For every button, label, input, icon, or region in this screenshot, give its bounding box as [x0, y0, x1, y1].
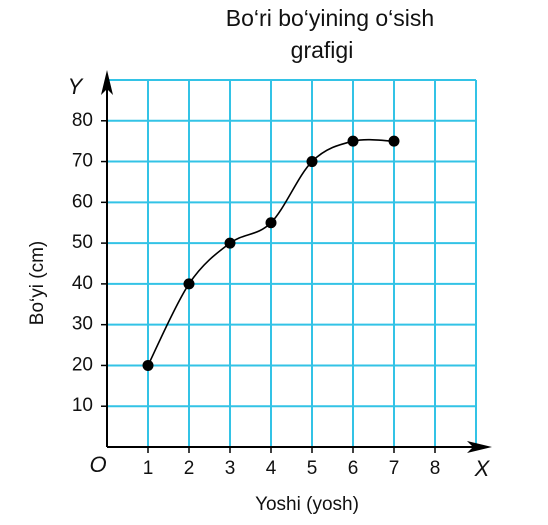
x-tick-label: 1 [143, 458, 154, 479]
y-tick-label: 30 [72, 314, 93, 335]
y-tick-label: 10 [72, 395, 93, 416]
x-tick-label: 3 [225, 458, 236, 479]
x-axis-letter: X [474, 456, 491, 481]
point [183, 278, 195, 290]
x-tick-label: 6 [348, 458, 359, 479]
y-tick-label: 80 [72, 110, 93, 131]
point [224, 237, 236, 249]
x-tick-label: 5 [307, 458, 318, 479]
chart-title: Bo‘ri bo‘yining o‘sish [226, 5, 434, 31]
grid [107, 79, 477, 447]
y-tick-label: 60 [72, 191, 93, 212]
point [265, 217, 277, 229]
origin-label: O [89, 452, 106, 477]
x-tick-label: 8 [430, 458, 441, 479]
y-tick-label: 70 [72, 151, 93, 172]
x-arrow [467, 441, 492, 453]
point [306, 156, 318, 168]
y-tick-label: 40 [72, 273, 93, 294]
chart-subtitle: grafigi [291, 37, 354, 63]
y-axis-label: Bo‘yi (cm) [27, 241, 48, 325]
point [388, 135, 400, 147]
point [347, 135, 359, 147]
y-arrow [101, 70, 113, 95]
point [142, 359, 154, 371]
x-tick-label: 4 [266, 458, 277, 479]
y-tick-label: 20 [72, 354, 93, 375]
y-axis-letter: Y [68, 74, 84, 99]
x-axis-label: Yoshi (yosh) [255, 494, 359, 515]
y-tick-label: 50 [72, 232, 93, 253]
x-tick-label: 2 [184, 458, 195, 479]
x-tick-label: 7 [389, 458, 400, 479]
